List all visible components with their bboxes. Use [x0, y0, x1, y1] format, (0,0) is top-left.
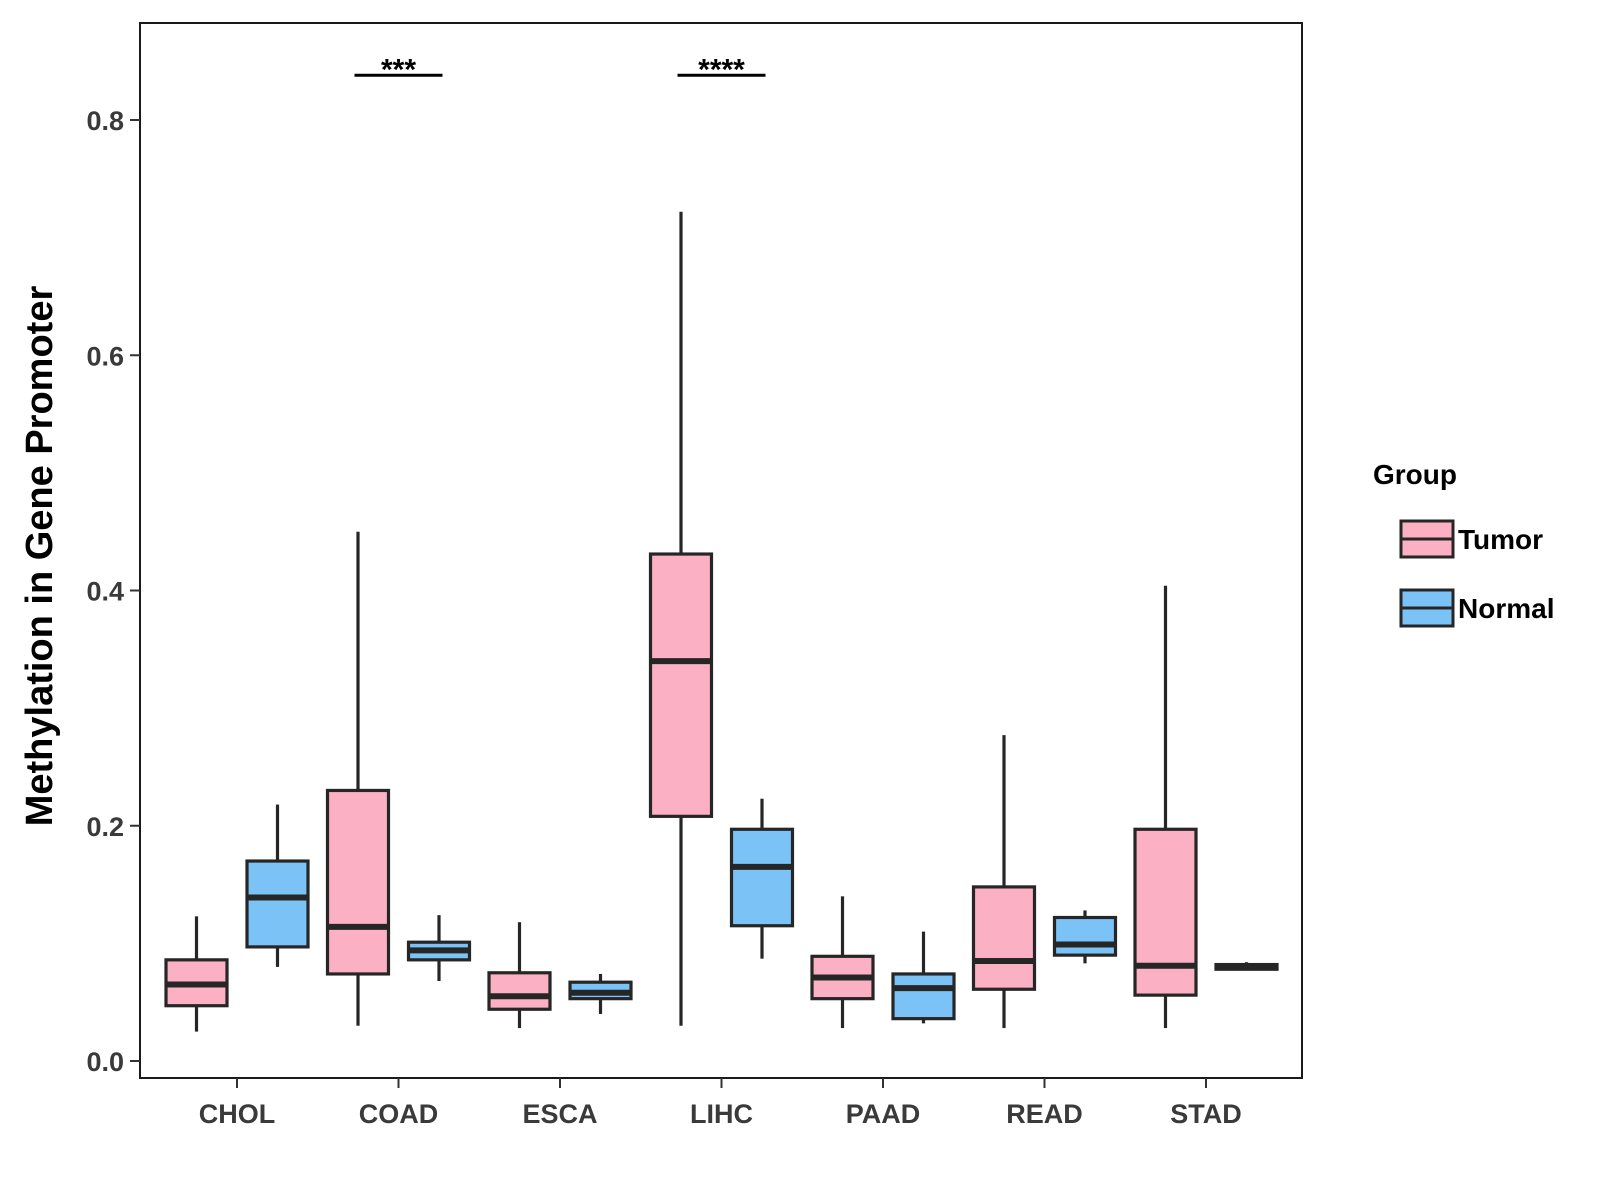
box-body — [325, 788, 391, 976]
legend-label-tumor: Tumor — [1458, 524, 1543, 555]
box-body — [1052, 915, 1118, 957]
plot-panel — [139, 22, 1303, 1079]
box-tumor-coad — [325, 531, 391, 1026]
box-normal-paad — [891, 931, 956, 1024]
legend: Group Tumor Normal — [1373, 459, 1554, 628]
box-normal-read — [1052, 910, 1118, 964]
x-tick-label: STAD — [1170, 1099, 1242, 1129]
box-normal-lihc — [729, 798, 795, 959]
significance-label: *** — [381, 53, 416, 86]
y-tick-label: 0.2 — [86, 812, 124, 842]
panel-border — [139, 22, 1303, 1079]
box-tumor-lihc — [648, 211, 714, 1026]
significance-label: **** — [698, 53, 745, 86]
box-tumor-stad — [1133, 585, 1198, 1029]
legend-title: Group — [1373, 459, 1457, 490]
legend-key-normal: Normal — [1399, 588, 1554, 628]
x-tick-label: ESCA — [522, 1099, 597, 1129]
legend-key-tumor: Tumor — [1399, 519, 1543, 559]
x-tick-label: CHOL — [199, 1099, 276, 1129]
box-body — [971, 885, 1037, 991]
box-body — [729, 827, 795, 928]
y-tick-label: 0.0 — [86, 1047, 124, 1077]
significance-coad: *** — [354, 53, 443, 86]
legend-label-normal: Normal — [1458, 593, 1554, 624]
box-normal-stad — [1214, 962, 1279, 971]
x-tick-label: PAAD — [846, 1099, 921, 1129]
box-tumor-chol — [164, 916, 229, 1032]
y-tick-label: 0.6 — [86, 341, 124, 371]
box-body — [245, 859, 310, 949]
box-normal-esca — [568, 973, 633, 1014]
x-tick-label: LIHC — [690, 1099, 753, 1129]
box-tumor-read — [971, 735, 1037, 1029]
axes: 0.0 0.2 0.4 0.6 0.8 CHOL COAD ESCA LIHC PAAD READ S… — [86, 106, 1241, 1129]
significance-lihc: **** — [677, 53, 766, 86]
y-axis-title: Methylation in Gene Promoter — [19, 286, 61, 827]
y-tick-label: 0.4 — [86, 577, 124, 607]
box-tumor-esca — [487, 922, 552, 1029]
significance-annotations: *** **** — [354, 53, 766, 86]
x-tick-label: COAD — [359, 1099, 439, 1129]
box-body — [648, 552, 714, 818]
box-body — [891, 972, 956, 1021]
box-tumor-paad — [810, 896, 875, 1029]
y-tick-label: 0.8 — [86, 106, 124, 136]
box-body — [1133, 827, 1198, 997]
x-tick-label: READ — [1006, 1099, 1083, 1129]
box-normal-coad — [406, 915, 472, 982]
box-body — [487, 971, 552, 1011]
box-normal-chol — [245, 804, 310, 967]
box-layer — [164, 211, 1279, 1032]
